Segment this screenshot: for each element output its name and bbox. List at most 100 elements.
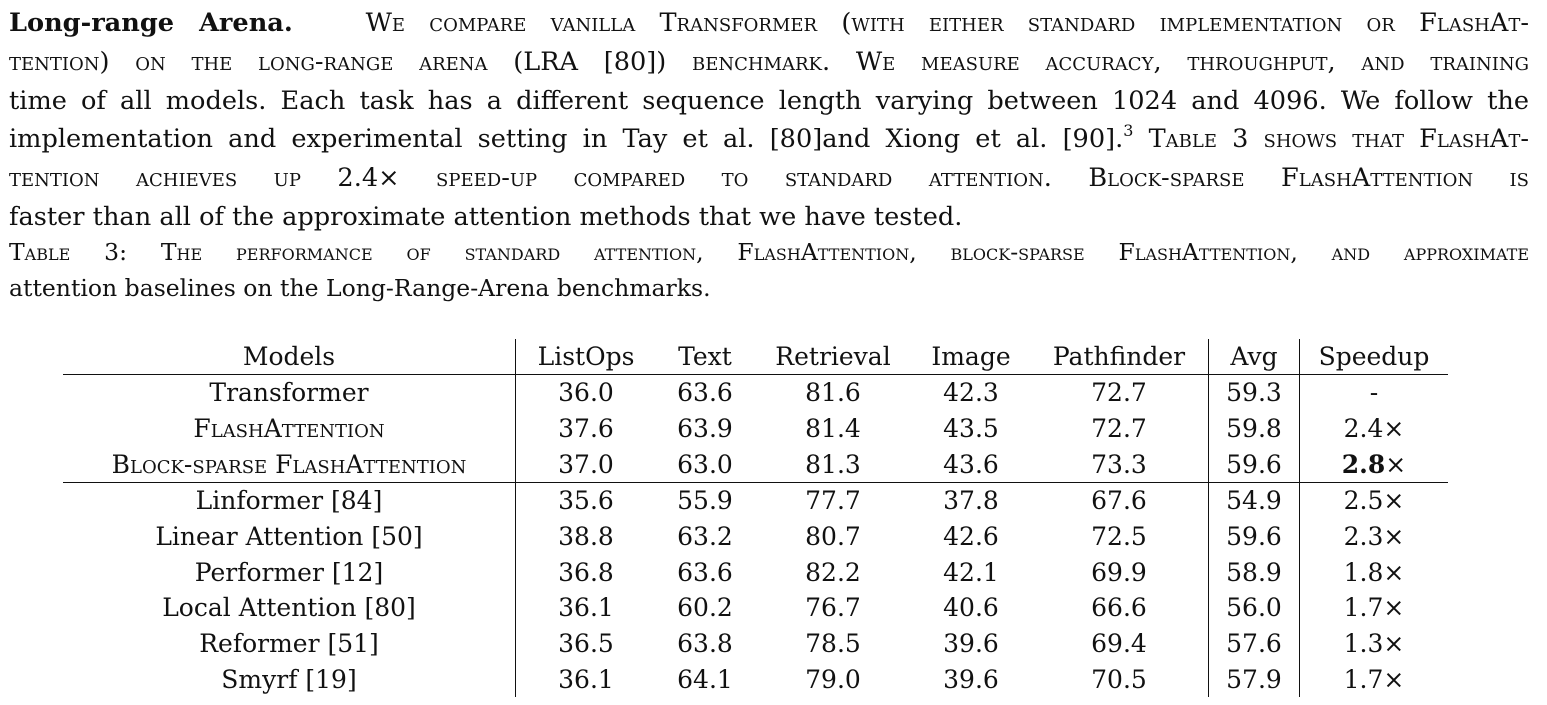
cell-listops: 37.0 [515,446,656,484]
cell-pathfinder: 70.5 [1030,661,1209,698]
cell-text: 63.6 [677,378,733,408]
footnote-marker: 3 [1123,121,1134,141]
cell-text: 63.0 [656,446,754,484]
table-row: Linformer [84] 35.6 55.9 77.7 37.8 67.6 54.9 2.… [63,482,1448,519]
paragraph-line-5: tention achieves up 2.4× speed-up compar… [9,163,1529,194]
cell-text: 63.9 [677,414,733,444]
cell-pathfinder: 72.7 [1030,374,1209,411]
cell-retrieval: 81.3 [754,446,912,484]
lra-results-table: Models ListOps Text Retrieval Image Path… [63,339,1448,698]
cell-pathfinder: 73.3 [1030,446,1209,484]
cell-image: 39.6 [943,629,999,659]
cell-text: 55.9 [677,486,733,516]
caption-line-1: Table 3: The performance of standard att… [9,238,1529,266]
cell-speedup: - [1369,378,1379,408]
cell-listops: 37.6 [558,414,614,444]
table-row: Reformer [51] 36.5 63.8 78.5 39.6 69.4 57.6 1.3… [63,625,1448,662]
section-heading: Long-range Arena. [9,8,293,38]
cell-retrieval: 82.2 [805,557,861,587]
cell-avg: 57.6 [1208,625,1300,662]
cell-model: Local Attention [80] [63,590,516,626]
table-row: Linear Attention [50] 38.8 63.2 80.7 42.6 72.… [63,518,1448,555]
table-row: Local Attention [80] 36.1 60.2 76.7 40.6 66.6… [63,590,1448,626]
cell-model: Reformer [51] [63,625,516,662]
cell-model: Smyrf [19] [63,661,516,698]
cell-image: 39.6 [943,664,999,694]
cell-listops: 36.5 [558,629,614,659]
header-speedup: Speedup [1299,339,1448,375]
table-caption: Table 3: The performance of standard att… [9,234,1529,306]
cell-text: 63.2 [677,522,733,552]
cell-text: 63.6 [677,557,733,587]
cell-image: 37.8 [943,486,999,516]
header-image: Image [912,339,1030,375]
cell-pathfinder: 67.6 [1030,482,1209,519]
cell-model: Transformer [63,374,516,411]
table-body: Transformer 36.0 63.6 81.6 42.3 72.7 59.3- Flas… [63,374,1448,698]
cell-retrieval: 76.7 [805,593,861,623]
cell-pathfinder: 69.9 [1030,554,1209,591]
cell-retrieval: 78.5 [805,629,861,659]
cell-avg: 59.3 [1208,374,1300,411]
cell-text: 64.1 [677,664,733,694]
cell-avg: 59.8 [1208,410,1300,447]
cell-retrieval: 81.4 [805,414,861,444]
cell-text: 63.8 [677,629,733,659]
cell-listops: 36.1 [558,664,614,694]
table-row: Transformer 36.0 63.6 81.6 42.3 72.7 59.3 - [63,374,1448,411]
cell-model: Performer [12] [63,554,516,591]
cell-image: 43.5 [943,414,999,444]
cell-speedup: 2.3× [1343,522,1405,552]
cell-speedup: 1.3× [1343,629,1405,659]
table-row: Performer [12] 36.8 63.6 82.2 42.1 69.9 58.9 1.… [63,554,1448,591]
header-avg: Avg [1208,339,1300,375]
header-listops: ListOps [515,339,656,375]
cell-speedup: 2.5× [1343,486,1405,516]
paragraph-line-4: implementation and experimental setting … [9,121,1529,155]
cell-text: 60.2 [677,593,733,623]
cell-pathfinder: 72.5 [1030,518,1209,555]
cell-listops: 38.8 [558,522,614,552]
cell-speedup: 1.8× [1343,557,1405,587]
cell-pathfinder: 72.7 [1030,410,1209,447]
cell-retrieval: 81.6 [805,378,861,408]
table-row: FlashAttention 37.6 63.9 81.4 43.5 72.7 59.8 2.… [63,410,1448,447]
cell-image: 43.6 [912,446,1030,484]
cell-speedup: 2.4× [1343,414,1405,444]
header-models: Models [63,339,516,375]
table-row: Block-sparse FlashAttention 37.0 63.0 81.3 4… [63,446,1448,484]
cell-avg: 59.6 [1208,518,1300,555]
cell-model: Linear Attention [50] [63,518,516,555]
cell-image: 42.1 [943,557,999,587]
table-row: Smyrf [19] 36.1 64.1 79.0 39.6 70.5 57.9 1.7× [63,661,1448,698]
paragraph-line-3: time of all models. Each task has a diff… [9,85,1529,116]
cell-listops: 36.0 [558,378,614,408]
cell-retrieval: 77.7 [805,486,861,516]
cell-speedup: 2.8× [1299,446,1448,484]
cell-listops: 35.6 [558,486,614,516]
cell-listops: 36.1 [558,593,614,623]
cell-image: 40.6 [943,593,999,623]
paragraph-line-1: Long-range Arena. We compare vanilla Tra… [9,8,1529,38]
cell-speedup: 1.7× [1343,593,1405,623]
cell-image: 42.3 [943,378,999,408]
header-retrieval: Retrieval [754,339,912,375]
cell-pathfinder: 69.4 [1030,625,1209,662]
cell-avg: 57.9 [1208,661,1300,698]
cell-image: 42.6 [943,522,999,552]
paragraph-line-6: faster than all of the approximate atten… [9,201,963,232]
body-paragraph: Long-range Arena. We compare vanilla Tra… [9,4,1529,237]
cell-avg: 58.9 [1208,554,1300,591]
table-header-row: Models ListOps Text Retrieval Image Path… [63,339,1448,375]
cell-retrieval: 80.7 [805,522,861,552]
header-text: Text [656,339,754,375]
caption-line-2: attention baselines on the Long-Range-Ar… [9,274,711,302]
cell-avg: 56.0 [1208,590,1300,626]
header-pathfinder: Pathfinder [1030,339,1209,375]
cell-pathfinder: 66.6 [1030,590,1209,626]
cell-model: Block-sparse FlashAttention [63,446,516,484]
cell-avg: 59.6 [1208,446,1300,484]
cell-model: Linformer [84] [63,482,516,519]
cell-model: FlashAttention [63,410,516,447]
cell-avg: 54.9 [1208,482,1300,519]
